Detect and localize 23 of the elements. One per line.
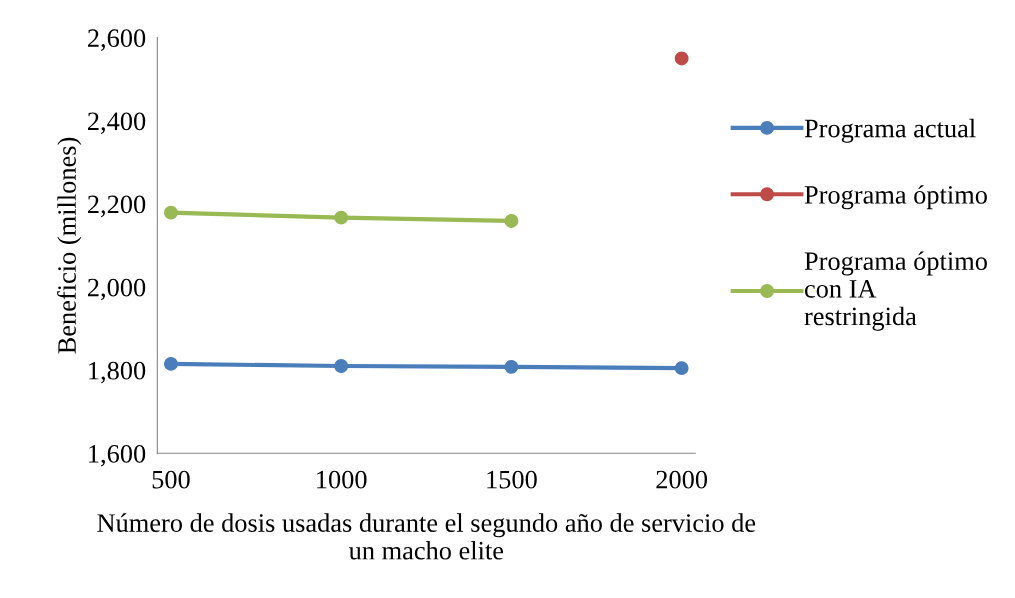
- y-axis-title: Beneficio (millones): [57, 137, 82, 354]
- x-tick-label: 1000: [317, 470, 367, 489]
- point: [163, 205, 178, 220]
- legend-label: Programa óptimo con IA restringida: [804, 251, 987, 331]
- legend-label: Programa actual: [804, 118, 976, 143]
- x-tick-label: 1500: [487, 470, 537, 489]
- y-tick-label: 2,000: [88, 278, 146, 301]
- x-axis-title: Número de dosis usadas durante el segundo año de servicio de un macho elite: [97, 513, 756, 560]
- point: [504, 214, 519, 228]
- y-tick-label: 1,600: [89, 444, 146, 467]
- point: [163, 356, 178, 371]
- point: [674, 361, 689, 376]
- y-tick-label: 2,600: [88, 29, 146, 51]
- point: [334, 210, 349, 225]
- y-tick-label: 2,200: [88, 195, 146, 218]
- point: [674, 51, 689, 66]
- x-tick-label: 500: [152, 470, 190, 489]
- point: [334, 359, 349, 373]
- point: [504, 359, 519, 374]
- y-tick-label: 2,400: [88, 112, 146, 135]
- x-tick-label: 2000: [656, 470, 708, 489]
- y-tick-label: 1,800: [89, 361, 146, 384]
- legend-label: Programa óptimo: [804, 185, 987, 210]
